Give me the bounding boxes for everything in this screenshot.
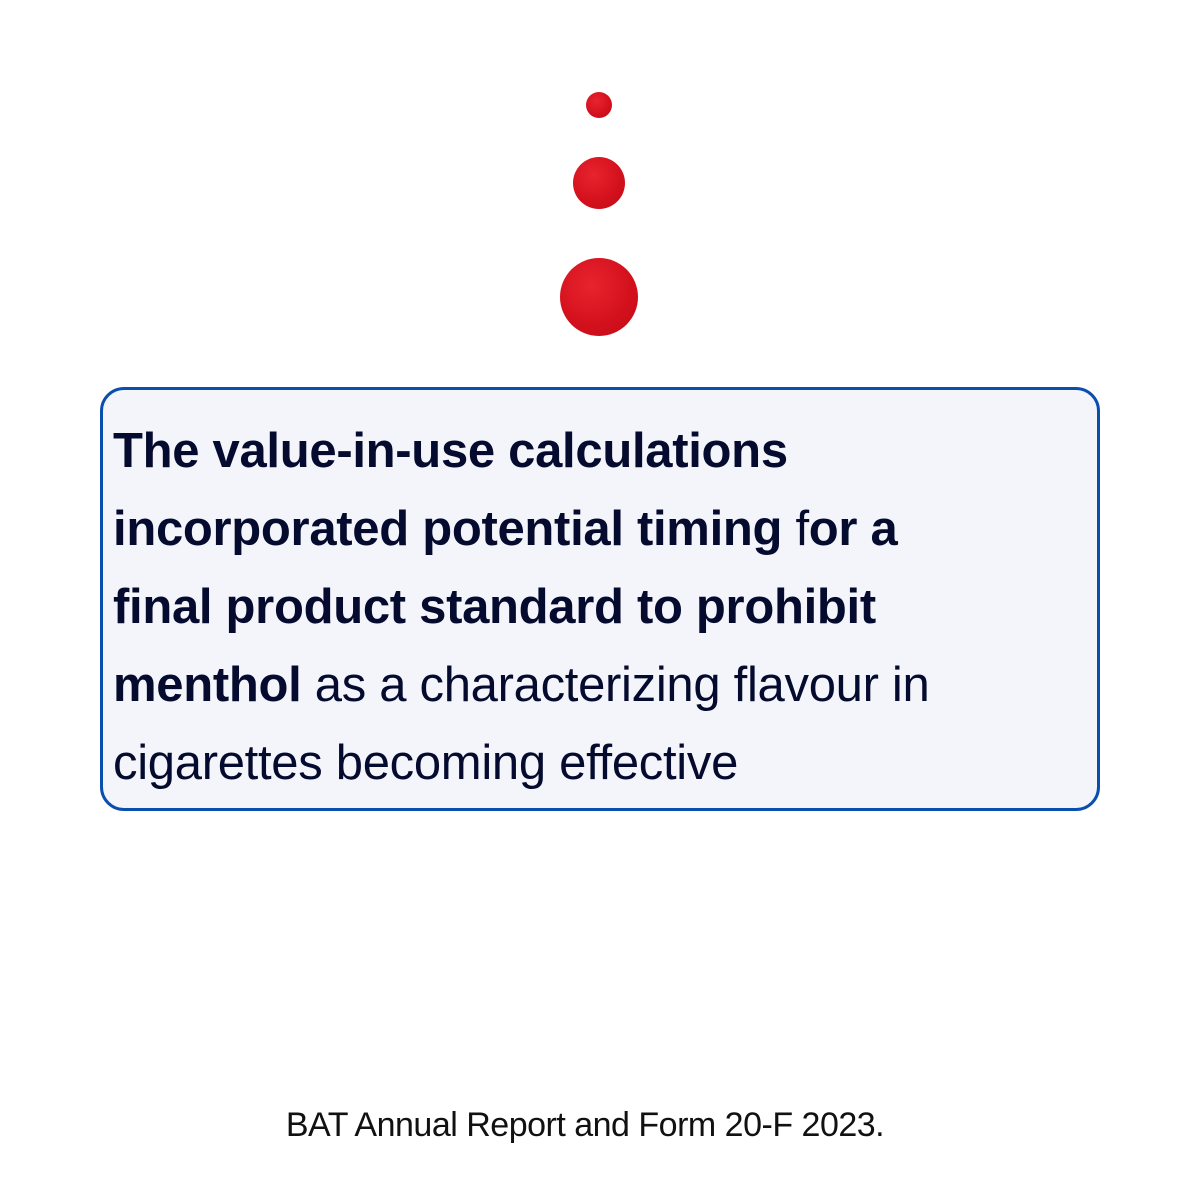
quote-line-4: menthol as a characterizing flavour in [113, 646, 930, 724]
quote-regular-text: f [795, 502, 809, 556]
quote-text: The value-in-use calculations incorporat… [113, 412, 930, 802]
quote-bold-text: incorporated potential timing [113, 502, 796, 556]
small-red-dot-icon [586, 92, 612, 118]
quote-line-2: incorporated potential timing for a [113, 490, 929, 568]
medium-red-dot-icon [573, 157, 625, 209]
quote-line-3: final product standard to prohibit [113, 568, 929, 646]
quote-bold-text: final product standard to prohibit [113, 580, 876, 634]
quote-line-1: The value-in-use calculations [113, 412, 929, 490]
quote-bold-text: The value-in-use calculations [113, 424, 788, 478]
large-red-dot-icon [560, 258, 638, 336]
quote-line-5: cigarettes becoming effective [113, 724, 929, 802]
quote-box: The value-in-use calculations incorporat… [100, 387, 1100, 811]
quote-regular-text: as a characterizing flavour in [301, 658, 930, 712]
quote-bold-text: menthol [113, 658, 302, 712]
quote-regular-text: cigarettes becoming effective [113, 736, 739, 790]
quote-bold-text: or a [808, 502, 898, 556]
source-caption: BAT Annual Report and Form 20-F 2023. [285, 1106, 885, 1144]
